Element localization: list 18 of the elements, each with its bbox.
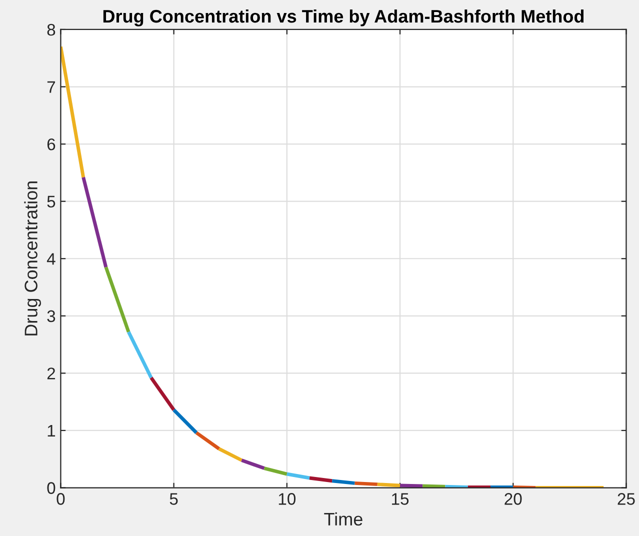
y-tick-label: 5: [47, 196, 56, 208]
y-tick-label: 8: [47, 24, 56, 36]
x-tick-label: 5: [170, 493, 178, 505]
y-tick-label: 7: [47, 81, 56, 93]
x-tick-label: 25: [618, 493, 635, 505]
x-tick-label: 20: [504, 493, 522, 505]
chart-title: Drug Concentration vs Time by Adam-Bashforth Method: [103, 9, 584, 26]
y-tick-label: 6: [47, 138, 56, 150]
x-tick-label: 0: [56, 493, 65, 505]
y-tick-label: 1: [48, 425, 56, 437]
y-tick-label: 2: [47, 368, 56, 380]
x-tick-label: 15: [392, 493, 409, 505]
y-tick-label: 0: [47, 482, 56, 494]
x-tick-label: 10: [278, 493, 296, 505]
y-tick-label: 3: [47, 310, 56, 322]
x-axis-title: Time: [324, 512, 362, 526]
y-tick-label: 4: [46, 253, 56, 265]
y-axis-title: Drug Concentration: [24, 182, 42, 336]
